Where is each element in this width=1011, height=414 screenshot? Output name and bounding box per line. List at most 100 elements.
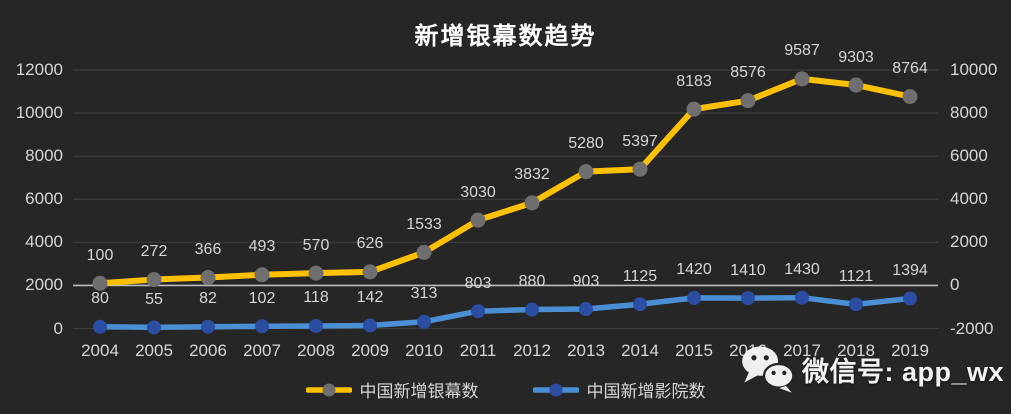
data-label: 100 [86, 246, 114, 264]
x-axis-label: 2018 [837, 341, 875, 360]
data-label: 142 [356, 288, 384, 306]
data-label: 1420 [676, 261, 712, 279]
series-marker-0 [848, 77, 864, 93]
y-axis-label-right: 8000 [950, 103, 988, 123]
data-label: 80 [91, 290, 109, 308]
data-label: 8576 [730, 64, 766, 82]
series-marker-1 [633, 297, 647, 312]
series-marker-1 [201, 319, 215, 334]
series-marker-1 [471, 304, 485, 319]
y-axis-label-right: 10000 [950, 60, 998, 79]
data-label: 626 [356, 235, 384, 253]
watermark-text: 微信号: app_wx [802, 356, 1005, 387]
x-axis-label: 2005 [135, 341, 173, 360]
series-marker-0 [92, 275, 108, 291]
legend-swatch-cinemas-icon [532, 383, 579, 396]
series-marker-0 [416, 244, 432, 260]
x-axis-label: 2009 [351, 341, 389, 360]
y-axis-label-right: -2000 [950, 318, 994, 338]
data-label: 1430 [784, 261, 820, 279]
y-axis-label-left: 10000 [15, 103, 63, 123]
series-marker-0 [686, 101, 702, 117]
series-marker-1 [417, 314, 431, 329]
series-marker-1 [579, 302, 593, 317]
x-axis-label: 2004 [81, 341, 119, 360]
x-axis-label: 2015 [675, 341, 713, 360]
data-label: 570 [302, 236, 330, 254]
x-axis-label: 2012 [513, 341, 551, 360]
series-marker-1 [525, 302, 539, 317]
series-marker-1 [741, 291, 755, 306]
data-label: 8183 [676, 72, 712, 90]
legend-item-cinemas: 中国新增影院数 [532, 377, 706, 402]
data-label: 3832 [514, 166, 550, 184]
data-label: 5280 [568, 135, 604, 153]
series-line-1 [97, 294, 913, 331]
series-marker-0 [146, 272, 162, 288]
series-marker-0 [578, 164, 594, 180]
data-label: 55 [145, 290, 163, 308]
data-label: 102 [248, 289, 276, 307]
data-label: 8764 [892, 60, 928, 78]
data-label: 1410 [730, 261, 766, 279]
y-axis-label-left: 2000 [25, 275, 63, 295]
wechat-watermark: 微信号: app_wx [741, 344, 1004, 394]
data-label: 366 [194, 241, 222, 259]
series-marker-1 [903, 291, 917, 306]
x-axis-label: 2006 [189, 341, 227, 360]
x-axis-label: 2013 [567, 341, 605, 360]
y-axis-label-right: 0 [950, 275, 960, 295]
data-label: 9303 [838, 48, 874, 66]
data-label: 880 [518, 273, 546, 291]
data-label: 82 [199, 290, 217, 308]
x-axis-label: 2007 [243, 341, 281, 360]
series-marker-0 [200, 270, 216, 286]
y-axis-label-left: 6000 [25, 189, 63, 209]
y-axis-label-left: 4000 [25, 232, 63, 252]
series-marker-0 [254, 267, 270, 283]
series-marker-1 [147, 320, 161, 335]
data-label: 1125 [622, 267, 658, 285]
legend-label-screens: 中国新增银幕数 [359, 382, 479, 401]
x-axis-label: 2014 [621, 341, 659, 360]
y-axis-label-right: 4000 [950, 189, 988, 209]
data-label: 1394 [892, 261, 928, 279]
series-line-0 [97, 75, 913, 287]
series-marker-0 [632, 161, 648, 177]
series-marker-1 [849, 297, 863, 312]
series-marker-0 [794, 71, 810, 87]
data-label: 1121 [838, 267, 874, 285]
series-marker-0 [524, 195, 540, 211]
data-label: 903 [572, 272, 600, 290]
data-label: 5397 [622, 132, 658, 150]
x-axis-label: 2010 [405, 341, 443, 360]
series-marker-1 [93, 319, 107, 334]
legend-label-cinemas: 中国新增影院数 [586, 382, 706, 401]
data-label: 272 [140, 243, 168, 261]
series-marker-1 [363, 318, 377, 333]
y-axis-label-left: 8000 [25, 146, 63, 166]
data-label: 9587 [784, 42, 820, 60]
series-marker-0 [740, 93, 756, 109]
wechat-icon [742, 346, 795, 393]
series-marker-0 [362, 264, 378, 280]
y-axis-label-left: 12000 [15, 60, 63, 79]
series-marker-1 [255, 319, 269, 334]
y-axis-label-left: 0 [53, 318, 63, 338]
x-axis-label: 2008 [297, 341, 335, 360]
x-axis-label: 2019 [891, 341, 929, 360]
series-marker-1 [309, 318, 323, 333]
x-axis-label: 2011 [459, 341, 497, 360]
series-marker-1 [795, 290, 809, 305]
chart-title: 新增银幕数趋势 [414, 23, 597, 50]
series-marker-1 [687, 290, 701, 305]
legend-swatch-screens-icon [305, 383, 352, 396]
legend-item-screens: 中国新增银幕数 [305, 377, 479, 402]
data-label: 3030 [460, 183, 496, 201]
y-axis-label-right: 2000 [950, 232, 988, 252]
data-label: 803 [464, 274, 492, 292]
legend: 中国新增银幕数 中国新增影院数 [0, 377, 1011, 402]
series-marker-0 [902, 89, 918, 105]
